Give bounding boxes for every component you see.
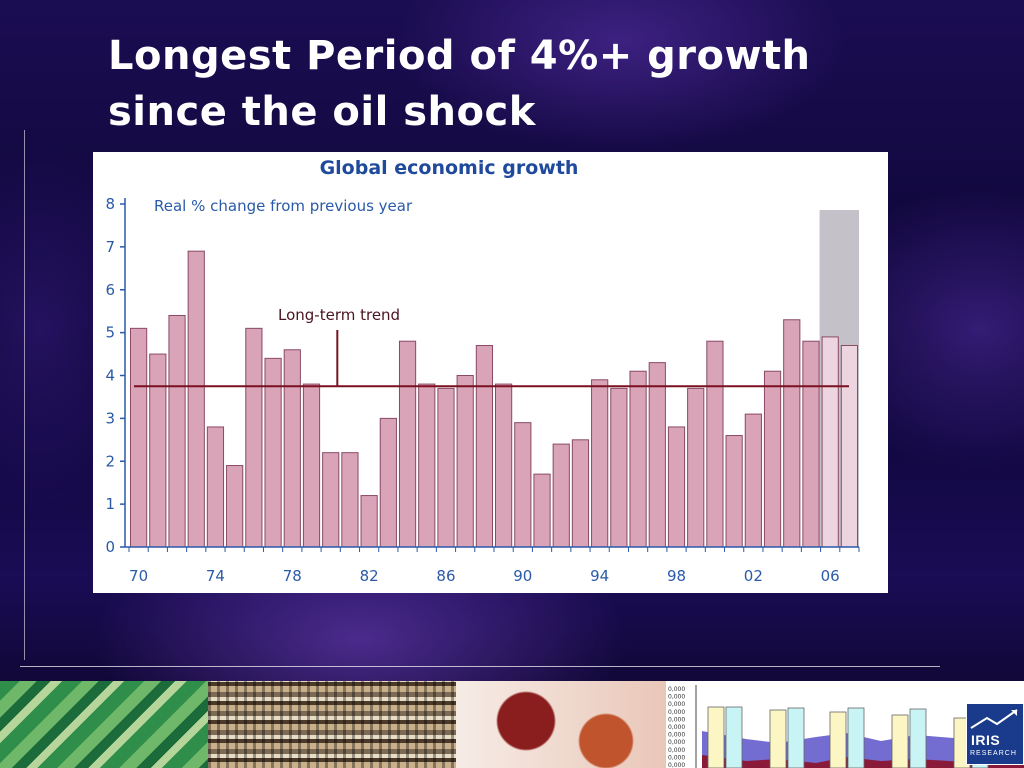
y-tick-label-7: 7: [105, 238, 115, 256]
x-tick-label-78: 78: [283, 567, 302, 585]
mini-axis-label: 0,000: [668, 762, 685, 768]
x-tick-label-86: 86: [436, 567, 455, 585]
bar-2001: [725, 435, 743, 548]
bar-2007: [840, 344, 859, 548]
bar-1975: [226, 465, 244, 548]
y-tick-label-5: 5: [105, 324, 115, 342]
trend-arrow-icon: [970, 709, 1018, 729]
x-tick-label-74: 74: [206, 567, 225, 585]
mini-axis-label: 0,000: [668, 724, 685, 731]
iris-research-logo: IRIS RESEARCH: [966, 703, 1024, 765]
y-tick-label-6: 6: [105, 281, 115, 299]
bar-1985: [418, 383, 436, 548]
bar-1989: [495, 383, 513, 548]
mini-axis-label: 0,000: [668, 686, 685, 693]
bar-1990: [514, 422, 532, 548]
bar-2006: [821, 336, 839, 548]
mini-bar: [707, 706, 725, 768]
bar-1997: [648, 362, 666, 548]
mini-axis-label: 0,000: [668, 754, 685, 761]
x-tick-label-94: 94: [590, 567, 609, 585]
chart-subtitle: Real % change from previous year: [154, 197, 413, 215]
bar-2002: [744, 413, 762, 548]
bar-chart-photo: 0,000 0,000 0,000 0,000 0,000 0,000 0,000 0,000…: [666, 681, 1024, 768]
bars-layer: [130, 250, 859, 548]
mini-axis-label: 0,000: [668, 709, 685, 716]
crowd-photo: [208, 681, 456, 768]
trend-annotation-label: Long-term trend: [278, 306, 400, 324]
bar-1992: [552, 443, 570, 548]
bar-1981: [341, 452, 359, 548]
y-tick-label-1: 1: [105, 495, 115, 513]
bar-2000: [706, 340, 724, 548]
bar-1982: [360, 495, 378, 548]
mini-axis-label: 0,000: [668, 739, 685, 746]
trend-layer: [134, 330, 849, 388]
bar-1973: [187, 250, 205, 548]
photo-strip: 0,000 0,000 0,000 0,000 0,000 0,000 0,000 0,000…: [0, 681, 1024, 768]
bar-1991: [533, 473, 551, 548]
bar-1983: [379, 417, 397, 548]
mini-bar: [787, 707, 805, 768]
bar-1971: [149, 353, 167, 548]
bar-1988: [475, 344, 493, 548]
people-photo: [456, 681, 666, 768]
mini-axis-label: 0,000: [668, 694, 685, 701]
mini-bar: [725, 706, 743, 768]
mini-axis-label: 0,000: [668, 716, 685, 723]
bar-2004: [783, 319, 801, 548]
chart-title: Global economic growth: [320, 157, 579, 179]
bar-1999: [687, 387, 705, 548]
bar-1972: [168, 314, 186, 548]
mini-bar-chart: 0,0000,0000,0000,0000,0000,0000,0000,000…: [668, 685, 1024, 768]
mini-bar: [847, 707, 865, 768]
bar-1979: [302, 383, 321, 548]
logo-word: IRIS: [971, 732, 1001, 748]
horizontal-rule: [20, 666, 940, 667]
y-tick-label-3: 3: [105, 409, 115, 427]
bar-1994: [591, 379, 609, 548]
money-photo: [0, 681, 208, 768]
x-tick-label-02: 02: [744, 567, 763, 585]
mini-axis-label: 0,000: [668, 732, 685, 739]
bar-1978: [283, 349, 301, 548]
y-tick-label-0: 0: [105, 538, 115, 556]
bar-2003: [763, 370, 782, 548]
x-tick-label-06: 06: [821, 567, 840, 585]
bar-1993: [571, 439, 590, 548]
slide-title-line1: Longest Period of 4%+ growth: [108, 33, 811, 79]
x-tick-label-82: 82: [360, 567, 379, 585]
bar-1995: [610, 387, 628, 548]
y-tick-label-4: 4: [105, 367, 115, 385]
mini-axis-label: 0,000: [668, 701, 685, 708]
bar-1996: [629, 370, 647, 548]
bar-1980: [322, 452, 340, 548]
logo-subtext: RESEARCH: [970, 750, 1017, 757]
bar-1987: [456, 375, 474, 548]
mini-axis-label: 0,000: [668, 747, 685, 754]
bar-1998: [667, 426, 686, 548]
bar-1974: [206, 426, 225, 548]
x-tick-label-90: 90: [513, 567, 532, 585]
mini-bar: [829, 711, 847, 768]
mini-bar: [909, 708, 927, 768]
growth-chart: Global economic growth Real % change fro…: [105, 157, 860, 585]
bar-1976: [245, 327, 263, 548]
chart-panel: Global economic growth Real % change fro…: [93, 152, 888, 593]
mini-bar: [769, 709, 787, 768]
slide-title-line2: since the oil shock: [108, 89, 536, 135]
x-tick-label-98: 98: [667, 567, 686, 585]
bar-1970: [130, 327, 148, 548]
y-tick-label-2: 2: [105, 452, 115, 470]
vertical-rule: [24, 130, 25, 660]
x-tick-label-70: 70: [129, 567, 148, 585]
slide-title: Longest Period of 4%+ growth since the o…: [108, 28, 811, 140]
bar-2005: [802, 340, 820, 548]
bar-1986: [437, 387, 455, 548]
bar-1984: [398, 340, 417, 548]
y-tick-label-8: 8: [105, 195, 115, 213]
mini-bar: [891, 714, 909, 768]
